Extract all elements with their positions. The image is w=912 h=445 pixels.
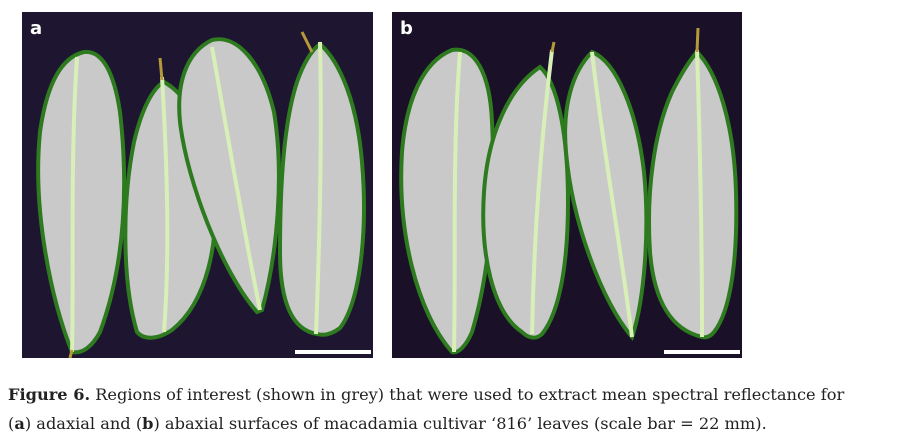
leaf-4 — [646, 27, 739, 340]
caption-text-3: ) abaxial surfaces of macadamia cultivar… — [153, 414, 767, 433]
leaf-photo-abaxial — [392, 12, 742, 358]
panel-label-a: a — [30, 18, 43, 39]
leaf-3 — [563, 49, 649, 341]
figure-label: Figure 6. — [8, 385, 91, 404]
leaf-1 — [399, 47, 496, 355]
scale-bar — [664, 350, 740, 354]
leaf-2 — [481, 41, 571, 340]
caption-text-2: ) adaxial and ( — [24, 414, 143, 433]
figure-caption: Figure 6. Regions of interest (shown in … — [8, 380, 908, 438]
leaf-photo-adaxial — [22, 12, 373, 358]
caption-ref-a: a — [14, 414, 25, 433]
caption-text-1: Regions of interest (shown in grey) that… — [90, 385, 845, 404]
caption-open-paren: ( — [8, 414, 15, 433]
caption-ref-b: b — [142, 414, 154, 433]
figure-panel-b: b — [392, 12, 742, 358]
leaf-1 — [36, 49, 127, 358]
panel-label-b: b — [400, 18, 413, 39]
figure-panel-a: a — [22, 12, 373, 358]
leaf-4 — [277, 31, 366, 337]
scale-bar — [295, 350, 371, 354]
leaf-3 — [177, 37, 281, 315]
